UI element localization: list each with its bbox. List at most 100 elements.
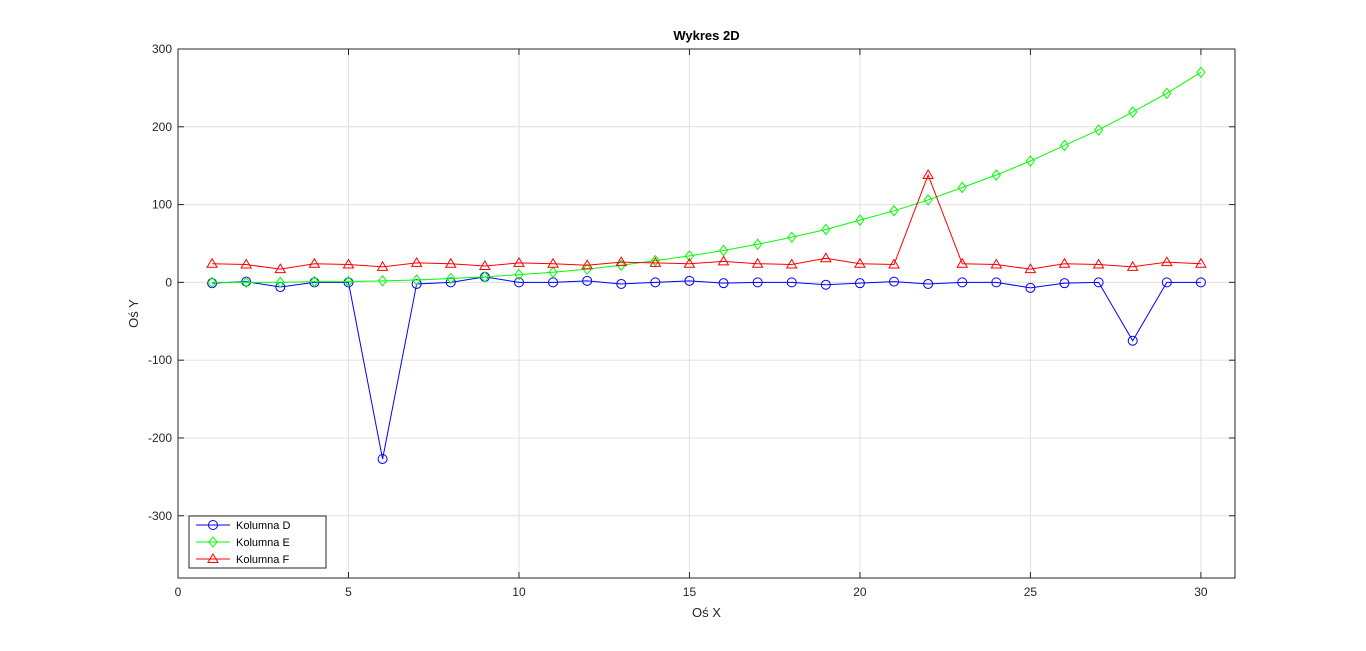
y-tick-label: -200: [148, 431, 172, 445]
legend-label-kolumna-e: Kolumna E: [236, 537, 290, 549]
legend-marker-kolumna-f: [207, 553, 219, 563]
data-point-kolumna-f: [478, 260, 491, 271]
data-point-kolumna-e: [514, 268, 524, 281]
y-tick-label: 300: [152, 42, 172, 56]
data-point-kolumna-f: [206, 257, 218, 268]
data-point-kolumna-e: [446, 272, 456, 285]
y-tick-label: 100: [152, 198, 172, 212]
data-point-kolumna-d: [957, 277, 968, 288]
series-line-kolumna-f: [212, 173, 1201, 270]
data-point-kolumna-e: [650, 254, 660, 267]
data-point-kolumna-e: [582, 263, 592, 275]
data-point-kolumna-f: [513, 256, 525, 267]
data-point-kolumna-f: [888, 258, 900, 269]
legend-label-kolumna-d: Kolumna D: [236, 520, 290, 532]
data-point-kolumna-f: [922, 169, 935, 180]
data-point-kolumna-d: [1025, 282, 1036, 293]
series-line-kolumna-e: [212, 71, 1202, 283]
data-point-kolumna-d: [616, 278, 627, 289]
legend-label-kolumna-f: Kolumna F: [236, 554, 289, 566]
data-point-kolumna-e: [548, 266, 558, 279]
series-layer: [206, 66, 1207, 464]
plot-area: [177, 48, 1236, 579]
data-point-kolumna-d: [513, 277, 524, 288]
data-point-kolumna-f: [1024, 263, 1037, 274]
data-point-kolumna-d: [445, 277, 456, 288]
data-point-kolumna-d: [991, 277, 1002, 288]
data-point-kolumna-d: [582, 275, 593, 286]
data-point-kolumna-d: [650, 277, 661, 288]
axis-ticks: 0 5 10 15 20 25 30 -300 -200 -100 0 100 200 300: [148, 42, 1235, 599]
data-point-kolumna-e: [787, 231, 797, 244]
legend-entry-kolumna-f: Kolumna F: [196, 553, 289, 566]
data-point-kolumna-d: [923, 278, 934, 289]
data-point-kolumna-e: [480, 271, 490, 283]
series-line-kolumna-d: [212, 276, 1201, 460]
data-point-kolumna-d: [718, 278, 729, 289]
data-point-kolumna-e: [684, 250, 695, 262]
data-point-kolumna-f: [649, 256, 662, 267]
data-point-kolumna-d: [411, 278, 422, 289]
data-point-kolumna-e: [855, 214, 865, 226]
data-point-kolumna-f: [717, 255, 730, 266]
data-point-kolumna-e: [275, 276, 285, 289]
data-point-kolumna-e: [207, 276, 217, 289]
y-axis-label: Oś Y: [126, 299, 141, 328]
data-point-kolumna-d: [1161, 277, 1172, 288]
data-point-kolumna-f: [1160, 256, 1173, 267]
data-point-kolumna-e: [991, 169, 1001, 181]
data-point-kolumna-e: [1162, 87, 1172, 100]
data-point-kolumna-f: [547, 257, 559, 268]
data-point-kolumna-d: [854, 278, 865, 289]
data-point-kolumna-d: [377, 453, 388, 464]
data-point-kolumna-f: [819, 252, 832, 263]
data-point-kolumna-e: [309, 275, 320, 288]
series-kolumna-d: [207, 271, 1206, 464]
data-point-kolumna-e: [753, 238, 763, 251]
data-point-kolumna-e: [1093, 124, 1104, 136]
data-point-kolumna-e: [1059, 139, 1070, 152]
data-point-kolumna-f: [274, 263, 287, 274]
grid: [177, 48, 1235, 578]
data-point-kolumna-f: [683, 257, 696, 268]
y-tick-label: -100: [148, 353, 172, 367]
legend-marker-kolumna-d: [208, 520, 218, 530]
data-point-kolumna-f: [1058, 257, 1071, 268]
data-point-kolumna-f: [1195, 257, 1207, 268]
data-point-kolumna-d: [889, 276, 900, 287]
data-point-kolumna-e: [412, 274, 422, 286]
x-tick-label: 20: [853, 585, 867, 599]
legend-entry-kolumna-e: Kolumna E: [196, 536, 290, 549]
data-point-kolumna-f: [308, 257, 321, 268]
data-point-kolumna-e: [957, 181, 967, 194]
y-tick-label: 0: [165, 275, 172, 289]
data-point-kolumna-e: [343, 275, 354, 288]
data-point-kolumna-f: [342, 258, 355, 269]
data-point-kolumna-f: [240, 258, 253, 269]
data-point-kolumna-f: [1092, 258, 1105, 269]
x-axis-label: Oś X: [692, 605, 721, 620]
data-point-kolumna-e: [923, 194, 933, 206]
data-point-kolumna-d: [1059, 278, 1070, 289]
x-tick-label: 25: [1024, 585, 1038, 599]
x-tick-label: 5: [345, 585, 352, 599]
data-point-kolumna-f: [751, 257, 764, 268]
legend: Kolumna D Kolumna E Kolumna F: [188, 515, 327, 569]
y-tick-label: 200: [152, 120, 172, 134]
data-point-kolumna-f: [1126, 260, 1139, 271]
data-point-kolumna-f: [410, 256, 423, 267]
y-tick-label: -300: [148, 509, 172, 523]
x-tick-label: 30: [1194, 585, 1208, 599]
x-tick-label: 0: [175, 585, 182, 599]
data-point-kolumna-e: [377, 275, 388, 287]
data-point-kolumna-e: [1128, 106, 1138, 118]
data-point-kolumna-e: [1196, 66, 1206, 79]
data-point-kolumna-d: [1127, 335, 1138, 346]
data-point-kolumna-d: [752, 277, 763, 288]
data-point-kolumna-f: [854, 257, 866, 268]
series-kolumna-f: [206, 169, 1207, 274]
data-point-kolumna-f: [785, 258, 798, 269]
data-point-kolumna-e: [616, 259, 626, 272]
data-point-kolumna-f: [581, 259, 594, 270]
legend-marker-kolumna-e: [208, 536, 218, 548]
